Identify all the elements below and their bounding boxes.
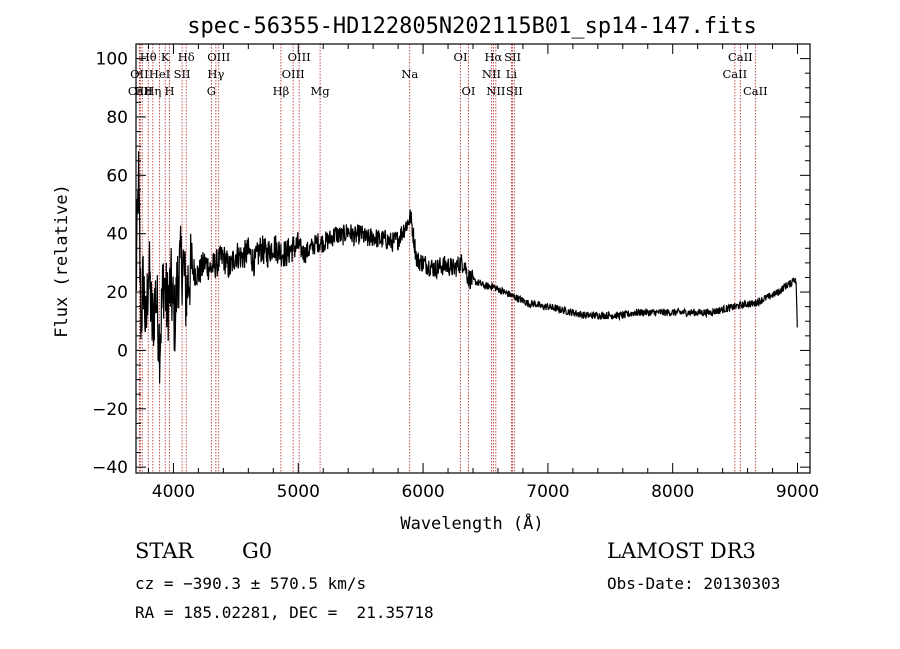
x-tick-label-1: 5000 — [277, 482, 320, 502]
line-label-12: G — [207, 84, 216, 98]
line-label-1: OII — [130, 67, 149, 81]
line-label-28: CaII — [743, 84, 768, 98]
survey-name: LAMOST DR3 — [607, 539, 756, 563]
line-label-16: Mg — [311, 84, 331, 98]
line-label-27: CaII — [722, 67, 747, 81]
line-label-25: SII — [506, 84, 523, 98]
line-label-9: Hδ — [178, 50, 195, 64]
line-label-2: CaII — [128, 84, 153, 98]
y-tick-label-7: 100 — [96, 50, 128, 70]
chart-title: spec-56355-HD122805N202115B01_sp14-147.f… — [187, 14, 757, 39]
line-label-6: Hη — [144, 84, 161, 98]
line-label-7: SII — [174, 67, 191, 81]
line-label-19: OI — [462, 84, 476, 98]
line-label-24: NII — [486, 84, 505, 98]
y-tick-label-4: 40 — [106, 225, 128, 245]
y-axis-label: Flux (relative) — [52, 184, 72, 338]
x-tick-label-0: 4000 — [152, 482, 195, 502]
line-label-18: OI — [454, 50, 468, 64]
y-tick-label-2: 0 — [117, 341, 128, 361]
x-tick-label-2: 6000 — [401, 482, 444, 502]
observation-date: Obs-Date: 20130303 — [607, 574, 781, 593]
line-label-17: Na — [401, 67, 418, 81]
x-axis-ticks: 4000 5000 6000 7000 8000 9000 — [147, 44, 819, 502]
redshift-velocity: cz = −390.3 ± 570.5 km/s — [135, 574, 367, 593]
spectral-line-markers — [138, 44, 756, 473]
y-tick-label-6: 80 — [106, 108, 128, 128]
spectrum-series-line — [135, 151, 798, 384]
x-tick-label-3: 7000 — [526, 482, 569, 502]
y-tick-label-1: −20 — [92, 400, 128, 420]
line-label-11: Hγ — [207, 67, 224, 81]
y-tick-label-3: 20 — [106, 283, 128, 303]
object-class: STAR — [135, 539, 194, 563]
line-label-0: Hθ — [140, 50, 157, 64]
line-label-22: NII — [482, 67, 501, 81]
object-subclass: G0 — [242, 539, 273, 563]
x-tick-label-4: 8000 — [651, 482, 694, 502]
line-label-23: Li — [506, 67, 518, 81]
line-label-26: CaII — [728, 50, 753, 64]
x-axis-label: Wavelength (Å) — [400, 512, 543, 534]
line-label-21: SII — [504, 50, 521, 64]
line-label-5: HeI — [149, 67, 170, 81]
line-label-8: H — [165, 84, 175, 98]
y-tick-label-0: −40 — [92, 458, 128, 478]
line-label-14: OIII — [282, 67, 305, 81]
y-tick-label-5: 60 — [106, 166, 128, 186]
x-tick-label-5: 9000 — [776, 482, 819, 502]
line-label-15: Hβ — [273, 84, 290, 98]
line-label-4: K — [161, 50, 170, 64]
sky-coordinates: RA = 185.02281, DEC = 21.35718 — [135, 603, 434, 622]
line-label-20: Hα — [484, 50, 502, 64]
line-label-10: OIII — [207, 50, 230, 64]
y-axis-ticks: −40 −20 0 20 40 60 80 100 — [92, 50, 810, 478]
line-label-13: OIII — [288, 50, 311, 64]
